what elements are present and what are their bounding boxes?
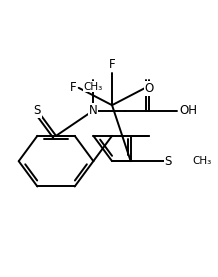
Text: F: F — [109, 58, 115, 71]
Text: OH: OH — [179, 104, 198, 117]
Text: F: F — [70, 81, 77, 94]
Text: CH₃: CH₃ — [84, 82, 103, 92]
Text: CH₃: CH₃ — [193, 156, 212, 166]
Text: S: S — [164, 155, 172, 168]
Text: N: N — [89, 104, 98, 117]
Text: S: S — [34, 104, 41, 117]
Text: O: O — [145, 82, 154, 95]
Text: F: F — [148, 81, 154, 94]
